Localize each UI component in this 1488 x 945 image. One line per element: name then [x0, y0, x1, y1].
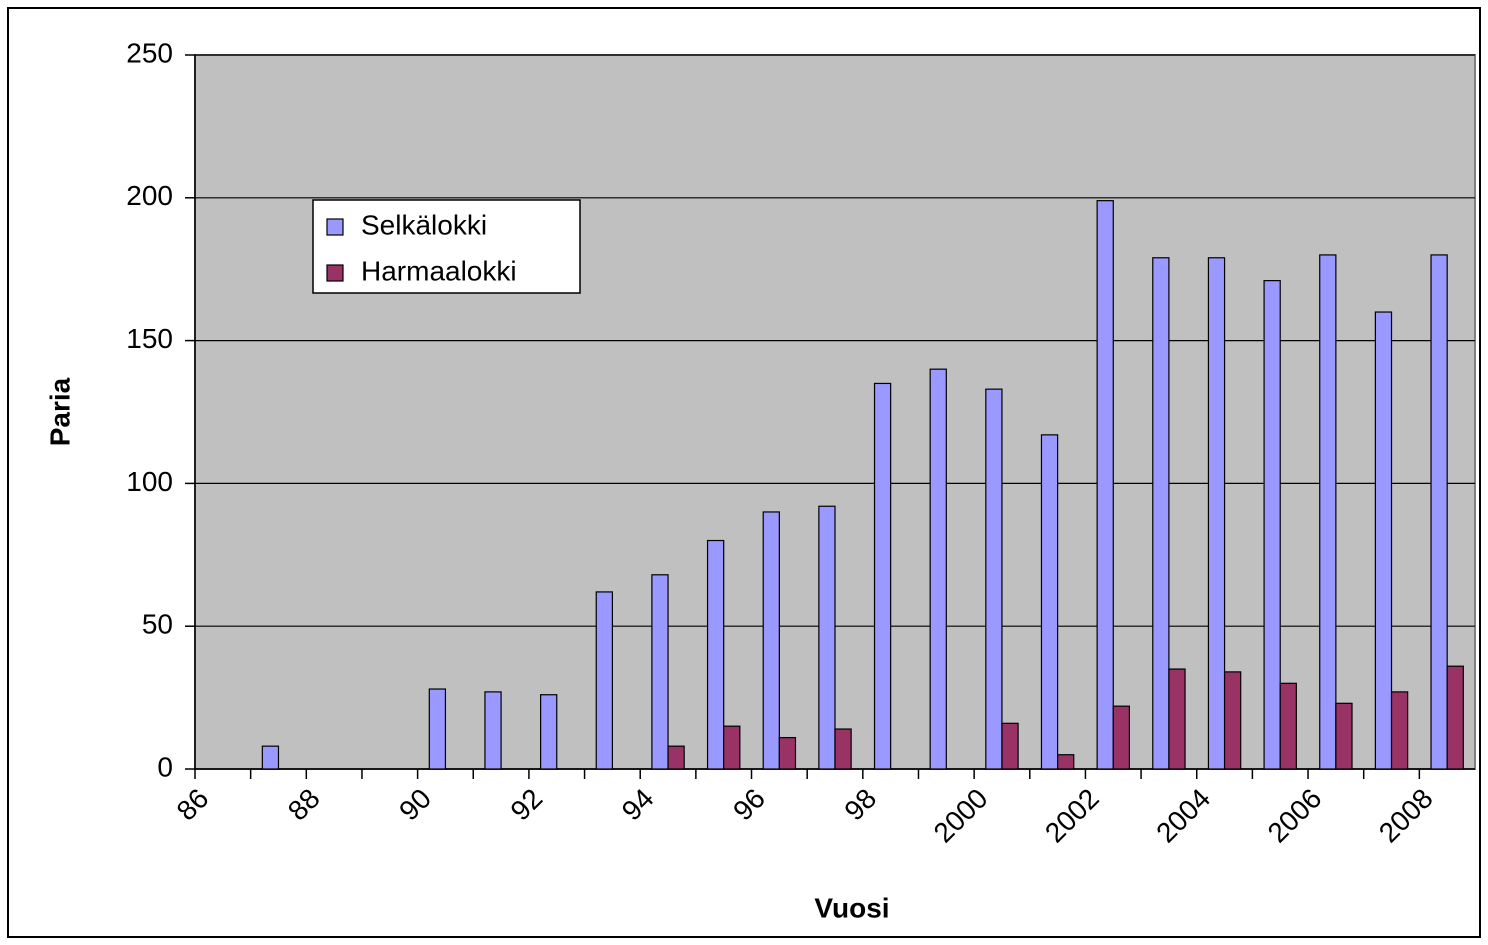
bar	[818, 505, 836, 770]
bar	[484, 691, 502, 770]
y-tick-label: 100	[126, 466, 173, 497]
bar	[1430, 254, 1448, 770]
legend: Selkälokki Harmaalokki	[312, 199, 581, 294]
bar	[595, 591, 613, 770]
legend-label: Harmaalokki	[361, 255, 517, 286]
bar	[651, 574, 669, 770]
y-tick-label: 0	[157, 751, 173, 782]
bar	[1168, 668, 1186, 770]
bar	[1057, 754, 1075, 770]
y-tick-label: 250	[126, 37, 173, 68]
bar	[1040, 434, 1059, 770]
x-axis-label: Vuosi	[814, 892, 889, 923]
bar	[834, 728, 852, 770]
bar	[929, 368, 947, 770]
bar	[723, 725, 741, 770]
bar	[1279, 682, 1297, 770]
legend-swatch	[326, 218, 344, 236]
bar	[667, 745, 685, 770]
bar	[1152, 257, 1170, 770]
bar	[1446, 665, 1464, 770]
bar	[762, 511, 780, 770]
bar	[261, 745, 280, 770]
bar	[1096, 200, 1114, 770]
y-axis-label: Paria	[44, 377, 75, 446]
bar	[1335, 702, 1353, 770]
y-tick-label: 150	[126, 323, 173, 354]
bar	[1319, 254, 1337, 770]
bar	[1390, 691, 1409, 770]
bar	[1374, 311, 1393, 770]
bar	[985, 388, 1003, 770]
bar	[1263, 280, 1281, 770]
y-tick-label: 200	[126, 180, 173, 211]
bar	[778, 736, 797, 770]
bar	[706, 539, 725, 770]
bar	[428, 688, 447, 770]
legend-box	[312, 199, 581, 294]
bar	[1001, 722, 1019, 770]
legend-label: Selkälokki	[361, 209, 487, 240]
legend-swatch	[326, 264, 344, 282]
bar	[1207, 257, 1226, 770]
bar	[873, 382, 892, 770]
bar	[539, 694, 558, 770]
bar	[1112, 705, 1130, 770]
y-tick-label: 50	[142, 609, 173, 640]
bar	[1223, 671, 1242, 770]
